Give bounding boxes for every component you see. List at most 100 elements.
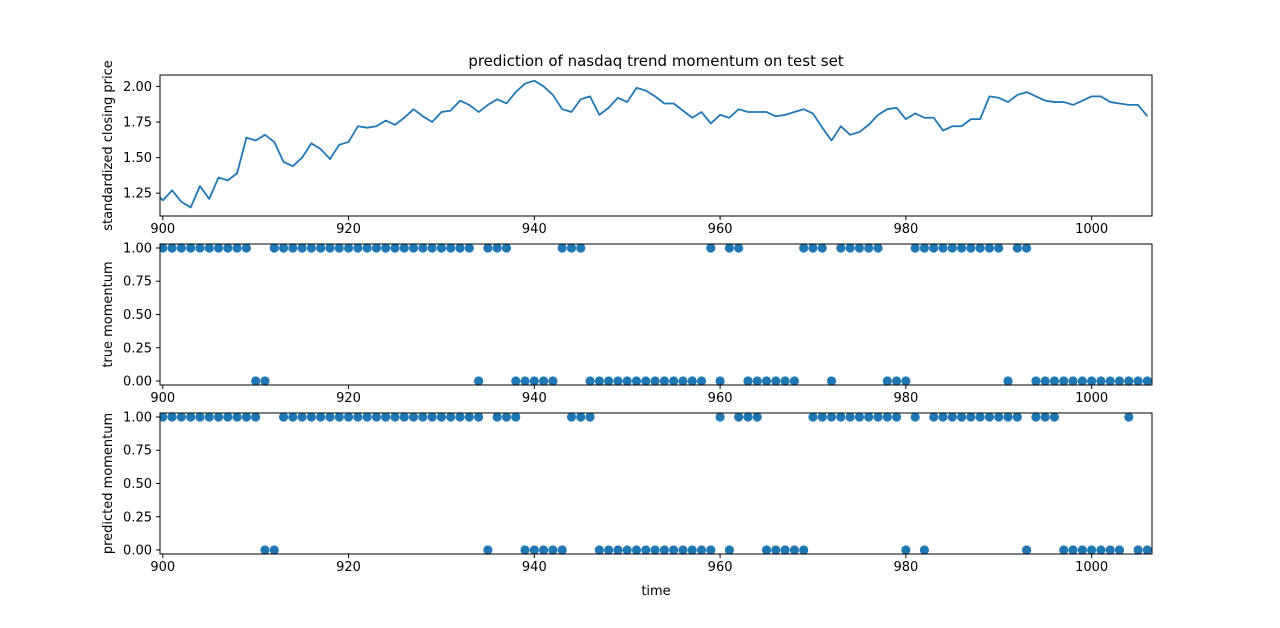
scatter-point bbox=[975, 243, 985, 253]
scatter-point bbox=[724, 243, 734, 253]
scatter-point bbox=[446, 243, 456, 253]
scatter-point bbox=[752, 412, 762, 422]
scatter-point bbox=[353, 412, 363, 422]
y-tick-label: 0.75 bbox=[123, 444, 152, 459]
scatter-point bbox=[1049, 376, 1060, 386]
scatter-points bbox=[160, 412, 1152, 555]
scatter-point bbox=[288, 412, 298, 422]
y-tick-label: 0.25 bbox=[123, 341, 152, 356]
scatter-point bbox=[743, 412, 753, 422]
scatter-point bbox=[511, 412, 521, 422]
y-tick-label: 0.50 bbox=[123, 477, 152, 492]
scatter-point bbox=[316, 243, 326, 253]
scatter-point bbox=[1105, 545, 1115, 555]
scatter-point bbox=[1105, 376, 1115, 386]
scatter-point bbox=[334, 412, 344, 422]
axes-frame bbox=[159, 74, 1153, 217]
y-tick-label: 2.00 bbox=[123, 80, 152, 95]
scatter-point bbox=[854, 412, 865, 422]
scatter-point bbox=[780, 545, 790, 555]
scatter-point bbox=[910, 243, 920, 253]
scatter-point bbox=[408, 412, 419, 422]
scatter-point bbox=[204, 412, 214, 422]
scatter-point bbox=[975, 412, 985, 422]
axes-frame bbox=[159, 243, 1153, 386]
scatter-point bbox=[771, 545, 781, 555]
scatter-point bbox=[390, 243, 400, 253]
scatter-point bbox=[160, 412, 168, 422]
scatter-point bbox=[539, 376, 549, 386]
scatter-point bbox=[966, 243, 976, 253]
scatter-point bbox=[659, 376, 669, 386]
scatter-point bbox=[473, 412, 484, 422]
x-tick-label: 1000 bbox=[1075, 222, 1108, 237]
scatter-point bbox=[566, 412, 577, 422]
scatter-point bbox=[947, 412, 957, 422]
scatter-point bbox=[325, 243, 335, 253]
scatter-point bbox=[715, 412, 725, 422]
scatter-point bbox=[873, 412, 883, 422]
scatter-point bbox=[269, 243, 279, 253]
scatter-point bbox=[167, 243, 177, 253]
price-line bbox=[160, 79, 1149, 209]
scatter-point bbox=[631, 545, 642, 555]
x-tick-label: 900 bbox=[150, 222, 175, 237]
scatter-point bbox=[594, 376, 604, 386]
scatter-point bbox=[845, 243, 855, 253]
scatter-point bbox=[381, 243, 391, 253]
x-tick-label: 940 bbox=[522, 222, 547, 237]
scatter-point bbox=[910, 412, 920, 422]
scatter-point bbox=[706, 545, 716, 555]
scatter-point bbox=[195, 243, 205, 253]
scatter-point bbox=[687, 376, 697, 386]
scatter-point bbox=[297, 243, 307, 253]
scatter-point bbox=[631, 376, 642, 386]
scatter-point bbox=[1059, 545, 1069, 555]
scatter-point bbox=[687, 545, 697, 555]
scatter-point bbox=[604, 545, 614, 555]
scatter-point bbox=[436, 243, 447, 253]
scatter-point bbox=[362, 243, 372, 253]
scatter-point bbox=[1003, 376, 1013, 386]
scatter-point bbox=[511, 376, 521, 386]
scatter-point bbox=[269, 545, 279, 555]
scatter-point bbox=[1049, 412, 1060, 422]
y-tick-label: 1.75 bbox=[123, 116, 152, 131]
y-tick-label: 1.00 bbox=[123, 241, 152, 256]
x-tick-label: 1000 bbox=[1075, 560, 1108, 575]
scatter-point bbox=[650, 376, 660, 386]
scatter-point bbox=[539, 545, 549, 555]
scatter-point bbox=[919, 243, 930, 253]
scatter-point bbox=[278, 412, 289, 422]
scatter-point bbox=[223, 412, 233, 422]
scatter-point bbox=[464, 243, 474, 253]
scatter-point bbox=[557, 545, 567, 555]
scatter-point bbox=[604, 376, 614, 386]
scatter-point bbox=[232, 243, 242, 253]
scatter-point bbox=[826, 412, 837, 422]
scatter-point bbox=[771, 376, 781, 386]
y-tick-label: 0.00 bbox=[123, 544, 152, 559]
scatter-point bbox=[622, 376, 632, 386]
x-tick-label: 900 bbox=[150, 560, 175, 575]
scatter-point bbox=[381, 412, 391, 422]
scatter-point bbox=[436, 412, 447, 422]
scatter-point bbox=[195, 412, 205, 422]
scatter-point bbox=[1031, 412, 1041, 422]
scatter-point bbox=[186, 412, 196, 422]
scatter-point bbox=[929, 412, 939, 422]
scatter-point bbox=[306, 243, 316, 253]
scatter-point bbox=[761, 545, 772, 555]
scatter-point bbox=[427, 412, 437, 422]
scatter-point bbox=[1003, 412, 1013, 422]
scatter-point bbox=[808, 243, 818, 253]
scatter-point bbox=[947, 243, 957, 253]
scatter-point bbox=[1012, 412, 1022, 422]
scatter-point bbox=[956, 412, 967, 422]
scatter-point bbox=[938, 243, 948, 253]
x-tick-label: 960 bbox=[708, 391, 733, 406]
scatter-point bbox=[176, 243, 186, 253]
scatter-point bbox=[160, 243, 168, 253]
